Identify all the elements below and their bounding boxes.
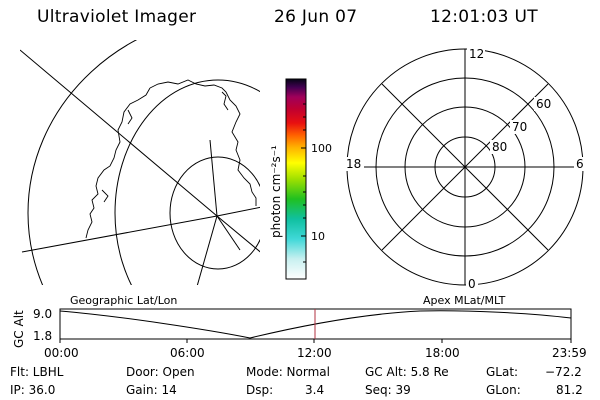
geographic-map	[20, 40, 260, 285]
meridian-1	[20, 49, 218, 217]
coastline	[85, 79, 257, 239]
latitude-circle-inner	[169, 156, 260, 270]
mode-status: Mode: Normal	[246, 365, 330, 379]
meridian-5	[216, 215, 241, 251]
glon-label: GLon:	[486, 383, 521, 397]
date-label: 26 Jun 07	[274, 7, 358, 27]
seq-status: Seq: 39	[365, 383, 411, 397]
instrument-title: Ultraviolet Imager	[37, 7, 197, 27]
latitude-circle-outer	[27, 40, 138, 285]
mlat-label-80: 80	[492, 140, 507, 154]
filter-status: Flt: LBHL	[10, 365, 64, 379]
x-tick-label: 23:59	[552, 346, 587, 360]
colorbar-ticks	[301, 103, 306, 263]
apex-label: Apex MLat/MLT	[423, 294, 506, 307]
glat-value: −72.2	[545, 365, 582, 379]
colorbar-unit-label: photon cm⁻²s⁻¹	[269, 145, 283, 238]
x-tick-label: 06:00	[170, 346, 205, 360]
mlat-label-70: 70	[512, 120, 527, 134]
geographic-label: Geographic Lat/Lon	[70, 294, 178, 307]
time-label: 12:01:03 UT	[430, 7, 538, 27]
gain-status: Gain: 14	[126, 383, 177, 397]
mlt-label-18: 18	[346, 157, 361, 171]
meridian-2b	[216, 206, 260, 217]
meridian-4	[196, 215, 218, 285]
glon-value: 81.2	[556, 383, 583, 397]
polar-plot	[346, 48, 584, 286]
x-tick-label: 00:00	[44, 346, 79, 360]
altitude-ylabel: GC Alt	[12, 310, 26, 348]
x-tick-label: 12:00	[297, 346, 332, 360]
altitude-x-ticks	[59, 339, 572, 343]
polar-diag-2	[381, 83, 549, 251]
door-status: Door: Open	[126, 365, 195, 379]
colorbar	[285, 78, 307, 280]
ip-status: IP: 36.0	[10, 383, 56, 397]
mlt-label-12: 12	[469, 47, 484, 61]
gc-alt-status: GC Alt: 5.8 Re	[365, 365, 449, 379]
mlt-label-0: 0	[468, 277, 476, 291]
colorbar-tick-10: 10	[311, 230, 325, 243]
meridian-2	[21, 215, 218, 253]
latitude-circle-middle	[114, 79, 260, 285]
altitude-plot	[59, 308, 572, 343]
meridian-3	[209, 139, 218, 217]
mlt-label-6: 6	[576, 157, 584, 171]
meridian-1b	[216, 215, 260, 253]
glat-label: GLat:	[486, 365, 519, 379]
altitude-y-bottom: 1.8	[33, 329, 52, 343]
dsp-label: Dsp:	[246, 383, 274, 397]
altitude-curve	[59, 310, 572, 339]
colorbar-tick-100: 100	[311, 142, 332, 155]
mlat-label-60: 60	[536, 97, 551, 111]
x-tick-label: 18:00	[425, 346, 460, 360]
dsp-value: 3.4	[305, 383, 325, 397]
altitude-y-top: 9.0	[33, 307, 52, 321]
